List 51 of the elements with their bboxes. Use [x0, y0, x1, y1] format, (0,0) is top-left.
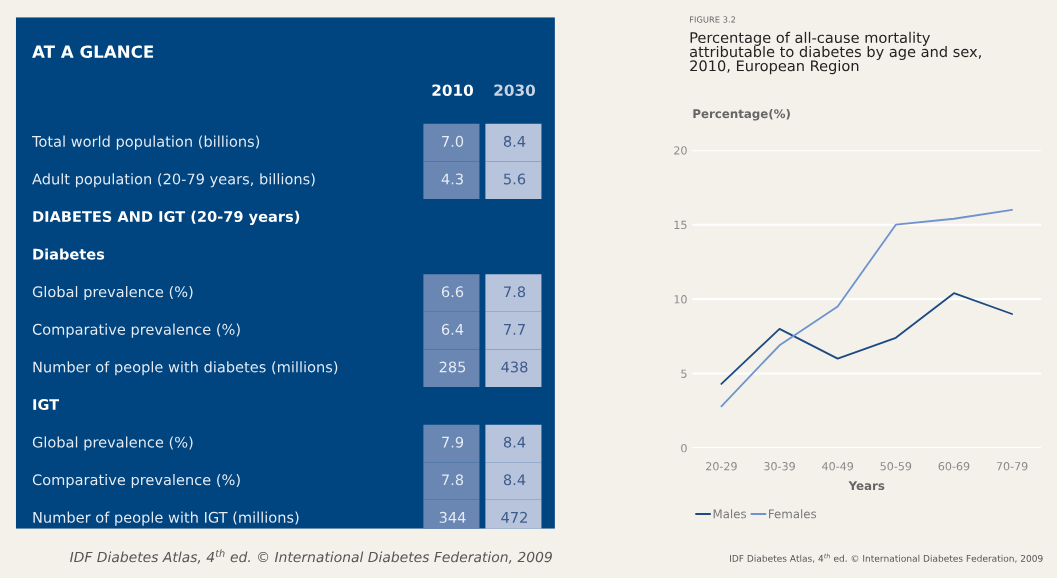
x-axis-title: Years [848, 481, 885, 491]
text: IDF Diabetes Atlas, 4$^{th}$ ed. © International Diabetes Federation, 2009 [730, 553, 1043, 563]
text: 7.7 [504, 324, 525, 335]
y-tick-label: 20 [674, 146, 687, 155]
category-label: Comparative prevalence (%) [32, 473, 240, 489]
category-label: IGT [33, 399, 60, 411]
category-label: 2030 [494, 84, 536, 96]
y-tick-label: 5 [681, 369, 687, 378]
text: AT A GLANCE [32, 45, 154, 58]
x-tick-label: 20-29 [706, 462, 737, 471]
y-axis-title: Percentage(%) [693, 109, 790, 121]
text: 8.4 [503, 436, 526, 448]
x-tick-label: 70-79 [996, 462, 1028, 471]
chart-subtitle: FIGURE 3.2 [689, 16, 736, 23]
category-label: Number of people with IGT (millions) [33, 511, 299, 526]
y-tick-label: 0 [681, 443, 687, 453]
text: 285 [439, 361, 466, 373]
text: 4.3 [441, 173, 463, 185]
y-tick-label: 10 [674, 295, 687, 304]
y-tick-label: 15 [674, 220, 687, 230]
x-tick-label: 30-39 [764, 462, 795, 471]
category-label: Number of people with diabetes (millions) [33, 361, 338, 376]
line-series [720, 292, 1013, 385]
x-tick-label: 50-59 [880, 462, 912, 471]
chart-title: Percentage of all-cause mortality attributable to diabetes by age and sex, 2010, European Region [690, 31, 981, 75]
text: 8.4 [503, 474, 526, 486]
category-label: Comparative prevalence (%) [32, 323, 240, 338]
text: 7.0 [442, 135, 464, 147]
category-label: Total world population (billions) [31, 135, 260, 150]
text: 6.4 [441, 323, 464, 335]
text: 5.6 [504, 173, 526, 185]
text: IDF Diabetes Atlas, 4$^{th}$ ed. © International Diabetes Federation, 2009 [69, 549, 552, 564]
text: 8.4 [503, 135, 526, 147]
text: 438 [501, 361, 528, 373]
text: 6.6 [441, 286, 464, 298]
legend-label: Females [769, 509, 817, 519]
line-series [720, 208, 1013, 408]
category-label: Global prevalence (%) [32, 286, 193, 301]
category-label: Global prevalence (%) [32, 436, 193, 451]
legend-label: Males [713, 509, 747, 519]
text: 472 [501, 511, 527, 523]
category-label: 2010 [432, 84, 474, 96]
text: 7.8 [504, 286, 526, 298]
text: 7.8 [442, 474, 464, 486]
x-tick-label: 40-49 [822, 462, 854, 471]
category-label: Diabetes [33, 248, 105, 260]
text: 7.9 [442, 436, 464, 448]
text: 344 [439, 511, 466, 523]
category-label: Adult population (20-79 years, billions) [32, 173, 315, 188]
category-label: DIABETES AND IGT (20-79 years) [33, 210, 300, 225]
x-tick-label: 60-69 [938, 462, 970, 471]
